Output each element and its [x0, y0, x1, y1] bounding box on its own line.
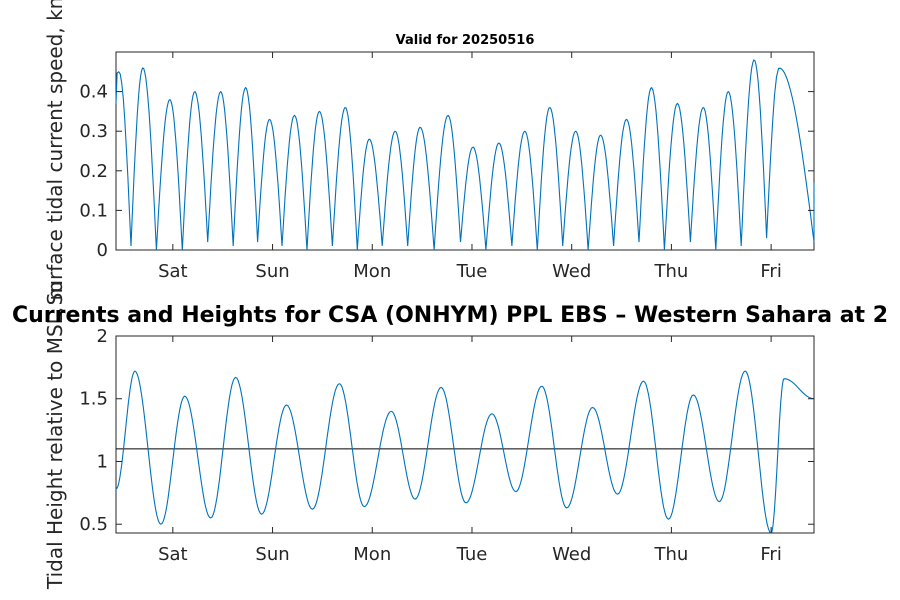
current-chart-title: Valid for 20250516 — [396, 33, 535, 48]
current-y-tick-label: 0.1 — [79, 200, 108, 221]
current-speed-line — [115, 59, 815, 251]
current-y-axis-label: Surface tidal current speed, kn — [43, 0, 67, 305]
height-plot-area — [115, 335, 815, 534]
height-y-tick-label: 1 — [97, 451, 108, 472]
height-x-tick-label: Fri — [760, 544, 781, 565]
current-y-tick-label: 0 — [97, 240, 108, 261]
tidal-height-panel: 0.5 1 1.5 2 Sat Sun Mon Tue Wed Thu Fri Tidal Hei… — [43, 281, 815, 590]
current-x-tick-label: Fri — [760, 261, 781, 282]
height-x-tick-label: Sat — [158, 544, 188, 565]
height-y-tick-label: 0.5 — [79, 514, 108, 535]
current-y-tick-label: 0.2 — [79, 161, 108, 182]
current-plot-area — [115, 51, 815, 251]
height-x-tick-label: Tue — [456, 544, 488, 565]
height-y-tick-label: 1.5 — [79, 389, 108, 410]
height-x-tick-label: Thu — [654, 544, 689, 565]
current-x-tick-label: Sun — [255, 261, 289, 282]
current-y-ticks: 0 0.1 0.2 0.3 0.4 — [79, 82, 814, 261]
height-x-tick-label: Mon — [353, 544, 391, 565]
height-y-ticks: 0.5 1 1.5 2 — [79, 326, 814, 535]
current-x-tick-label: Thu — [654, 261, 689, 282]
current-y-tick-label: 0.4 — [79, 82, 108, 103]
height-x-ticks: Sat Sun Mon Tue Wed Thu Fri — [158, 336, 782, 565]
current-speed-panel: 0 0.1 0.2 0.3 0.4 Sat Sun Mon Tue Wed Thu Fri Vali… — [43, 0, 815, 305]
current-x-tick-label: Wed — [552, 261, 591, 282]
height-y-axis-label: Tidal Height relative to MSL, m — [43, 281, 67, 590]
height-x-tick-label: Sun — [255, 544, 289, 565]
current-x-ticks: Sat Sun Mon Tue Wed Thu Fri — [158, 52, 782, 282]
current-x-tick-label: Tue — [456, 261, 488, 282]
height-y-tick-label: 2 — [97, 326, 108, 347]
tidal-height-line — [115, 370, 815, 534]
current-x-tick-label: Sat — [158, 261, 188, 282]
current-y-tick-label: 0.3 — [79, 121, 108, 142]
height-x-tick-label: Wed — [552, 544, 591, 565]
current-x-tick-label: Mon — [353, 261, 391, 282]
figure-main-title: Currents and Heights for CSA (ONHYM) PPL… — [12, 303, 888, 328]
